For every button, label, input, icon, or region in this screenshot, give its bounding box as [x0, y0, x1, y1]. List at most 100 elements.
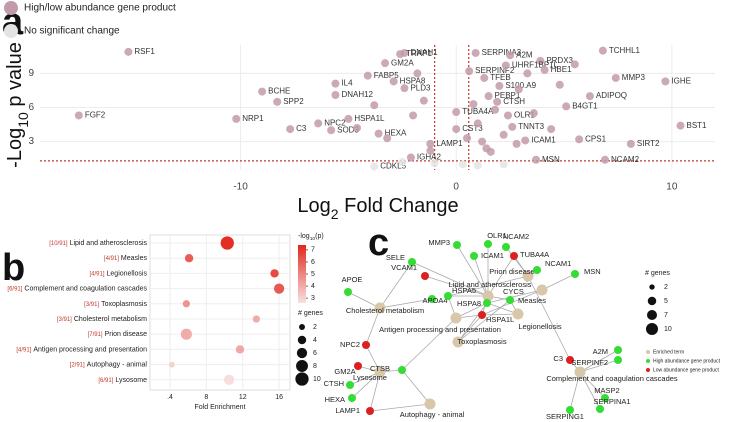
size-legend-label: 7	[664, 312, 668, 319]
data-point	[232, 114, 241, 123]
node	[444, 292, 452, 300]
point-label: SOD3	[337, 125, 359, 134]
point-label: PEBP1	[495, 91, 521, 100]
panel-letter: c	[368, 222, 389, 264]
edge	[579, 349, 619, 373]
data-point	[486, 147, 495, 156]
edge	[347, 291, 381, 309]
x-axis-title-rest: Fold Change	[339, 195, 459, 217]
dot	[252, 315, 261, 323]
point-label: TRAP1	[406, 49, 432, 58]
data-point	[499, 130, 508, 139]
y-axis-title-sub: 10	[15, 112, 31, 128]
data-point	[555, 80, 564, 89]
data-point	[389, 77, 398, 86]
node	[482, 290, 494, 302]
point-label: RSF1	[134, 47, 155, 56]
point-label: OLR1	[514, 111, 535, 120]
size-legend-dot	[296, 347, 308, 359]
node	[596, 405, 604, 413]
node	[502, 243, 510, 251]
data-point	[344, 114, 353, 123]
node-label: CTSB	[370, 364, 390, 373]
x-tick-label: 0	[453, 182, 459, 193]
size-legend-dot	[647, 296, 657, 306]
edge	[411, 261, 489, 297]
node	[408, 258, 416, 266]
point-label: CPS1	[585, 134, 606, 143]
data-point	[473, 119, 482, 128]
node-label: Prion disease	[489, 267, 534, 276]
node-label: CTSH	[324, 379, 344, 388]
edge	[486, 289, 543, 304]
size-legend-label: 8	[313, 363, 317, 370]
data-point	[413, 69, 422, 78]
node	[344, 288, 352, 296]
color-legend-title: -log10(p)	[298, 233, 324, 242]
point-label: SERPINF2	[475, 66, 515, 75]
x-axis-title-main: Log	[297, 195, 330, 217]
node	[366, 407, 374, 415]
data-point	[478, 137, 487, 146]
edge	[457, 314, 483, 343]
data-point	[406, 153, 415, 162]
category-name: Toxoplasmosis	[101, 301, 147, 308]
edge	[369, 403, 431, 412]
node	[346, 381, 354, 389]
category-label: [4/91] Antigen processing and presentatio…	[16, 346, 147, 353]
node-label: NCAM2	[503, 232, 529, 241]
point-label: HSPA8	[400, 76, 426, 85]
color-bar	[298, 245, 306, 303]
category-label: [6/91] Lysosome	[98, 377, 147, 384]
data-point	[430, 159, 439, 168]
data-point	[370, 162, 379, 171]
data-point	[74, 111, 83, 120]
category-label: [4/91] Measles	[104, 255, 148, 262]
edge	[447, 275, 529, 297]
kind-legend-dot	[646, 368, 650, 372]
node	[574, 366, 586, 378]
category-name: Antigen processing and presentation	[33, 346, 147, 353]
edge	[569, 371, 581, 411]
panel-letter: b	[2, 247, 25, 289]
category-name: Legionellosis	[107, 270, 148, 277]
node	[512, 308, 524, 320]
edge	[487, 255, 515, 297]
node-label: Complement and coagulation cascades	[546, 374, 678, 383]
color-tick-label: 3	[311, 295, 315, 302]
y-axis-title-main: -Log	[4, 128, 26, 168]
data-point	[426, 139, 435, 148]
data-point	[529, 109, 538, 118]
kind-legend-label: High abundance gene product	[653, 358, 721, 364]
data-point	[314, 119, 323, 128]
point-label: S100.A9	[505, 81, 536, 90]
category-name: Complement and coagulation cascades	[24, 285, 147, 292]
node	[614, 346, 622, 354]
data-point	[499, 160, 508, 169]
x-tick-label: 12	[239, 394, 247, 401]
edge	[379, 298, 433, 309]
data-point	[374, 129, 383, 138]
x-tick-label: -10	[233, 182, 248, 193]
x-tick-label: .4	[167, 394, 173, 401]
node	[374, 366, 386, 378]
point-label: IGHA2	[417, 153, 442, 162]
point-label: DNAH1	[410, 48, 438, 57]
edge	[579, 371, 606, 399]
point-label: ADIPOQ	[596, 91, 627, 100]
data-point	[473, 161, 482, 170]
data-point	[400, 84, 409, 93]
node	[484, 240, 492, 248]
data-point	[570, 60, 579, 69]
node	[398, 366, 406, 374]
count-label: [6/91]	[98, 377, 113, 383]
edge	[481, 313, 519, 316]
node-label: A2M	[593, 347, 608, 356]
legend-marker	[4, 24, 18, 38]
edge	[424, 275, 489, 297]
point-label: B4GT1	[572, 101, 598, 110]
data-point	[661, 77, 670, 86]
node-label: HEXA	[325, 395, 345, 404]
dot	[273, 283, 285, 294]
